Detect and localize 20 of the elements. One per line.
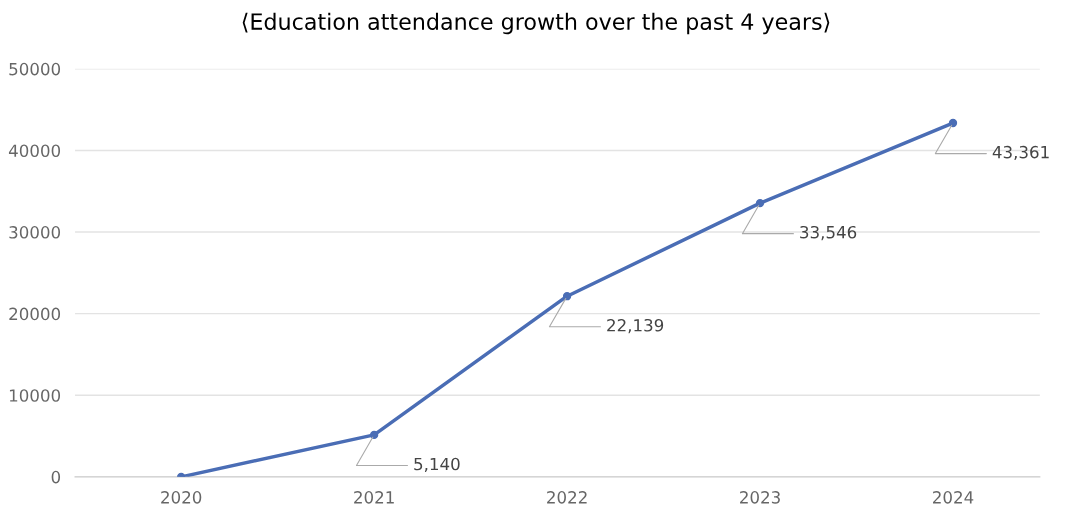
- point: [369, 430, 379, 440]
- point: [948, 118, 958, 128]
- y-tick-label: 30000: [9, 226, 61, 239]
- point: [755, 198, 765, 208]
- point: [562, 292, 572, 301]
- y-tick-label: 40000: [8, 144, 61, 158]
- data-label: 33,546: [800, 225, 857, 241]
- y-tick-label: 50000: [9, 62, 61, 76]
- data-label: 5,140: [414, 457, 460, 472]
- x-tick-label: 2020: [161, 491, 202, 504]
- chart-title: ⟨Education attendance growth over the past 4 years⟩: [242, 12, 830, 35]
- y-tick-label: 0: [51, 470, 61, 484]
- y-tick-label: 20000: [9, 307, 61, 321]
- y-tick-label: 10000: [9, 389, 61, 402]
- data-label: 43,361: [992, 145, 1049, 161]
- x-tick-label: 2023: [740, 491, 780, 504]
- x-tick-label: 2022: [547, 491, 587, 504]
- x-tick-label: 2021: [354, 491, 394, 504]
- x-tick-label: 2024: [933, 491, 974, 504]
- data-label: 22,139: [607, 318, 664, 334]
